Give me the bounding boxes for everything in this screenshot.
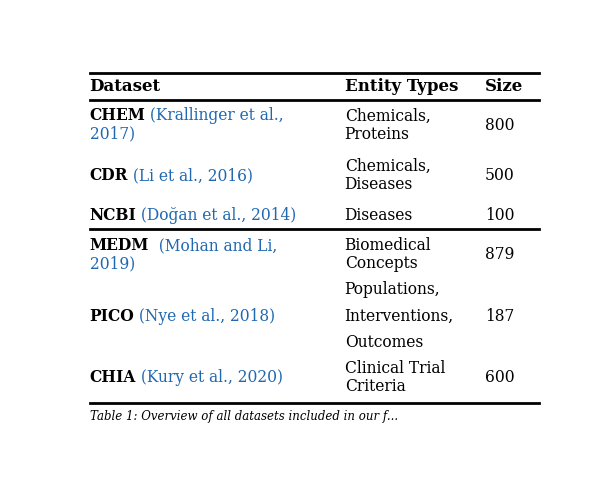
Text: Populations,: Populations, (345, 281, 440, 298)
Text: Entity Types: Entity Types (345, 78, 458, 95)
Text: 800: 800 (485, 117, 515, 134)
Text: Concepts: Concepts (345, 255, 417, 272)
Text: CDR: CDR (89, 167, 128, 184)
Text: 600: 600 (485, 369, 515, 386)
Text: Diseases: Diseases (345, 176, 413, 193)
Text: (Li et al., 2016): (Li et al., 2016) (128, 167, 253, 184)
Text: PICO: PICO (89, 307, 134, 324)
Text: Chemicals,: Chemicals, (345, 158, 431, 175)
Text: (Nye et al., 2018): (Nye et al., 2018) (134, 307, 275, 324)
Text: Proteins: Proteins (345, 126, 410, 143)
Text: Clinical Trial: Clinical Trial (345, 360, 445, 377)
Text: Dataset: Dataset (89, 78, 161, 95)
Text: Diseases: Diseases (345, 207, 413, 224)
Text: MEDM: MEDM (89, 237, 149, 254)
Text: (Doğan et al., 2014): (Doğan et al., 2014) (137, 207, 297, 224)
Text: 2019): 2019) (89, 255, 135, 272)
Text: Table 1: Overview of all datasets included in our f...: Table 1: Overview of all datasets includ… (89, 409, 397, 423)
Text: (Krallinger et al.,: (Krallinger et al., (146, 107, 284, 124)
Text: NCBI: NCBI (89, 207, 137, 224)
Text: Criteria: Criteria (345, 378, 405, 395)
Text: Size: Size (485, 78, 523, 95)
Text: CHIA: CHIA (89, 369, 136, 386)
Text: Biomedical: Biomedical (345, 237, 431, 254)
Text: Outcomes: Outcomes (345, 333, 423, 350)
Text: 2017): 2017) (89, 126, 135, 143)
Text: 100: 100 (485, 207, 515, 224)
Text: 500: 500 (485, 167, 515, 184)
Text: (Kury et al., 2020): (Kury et al., 2020) (136, 369, 283, 386)
Text: Chemicals,: Chemicals, (345, 107, 431, 124)
Text: (Mohan and Li,: (Mohan and Li, (149, 237, 277, 254)
Text: CHEM: CHEM (89, 107, 146, 124)
Text: Interventions,: Interventions, (345, 307, 454, 324)
Text: 187: 187 (485, 307, 515, 324)
Text: 879: 879 (485, 246, 515, 263)
